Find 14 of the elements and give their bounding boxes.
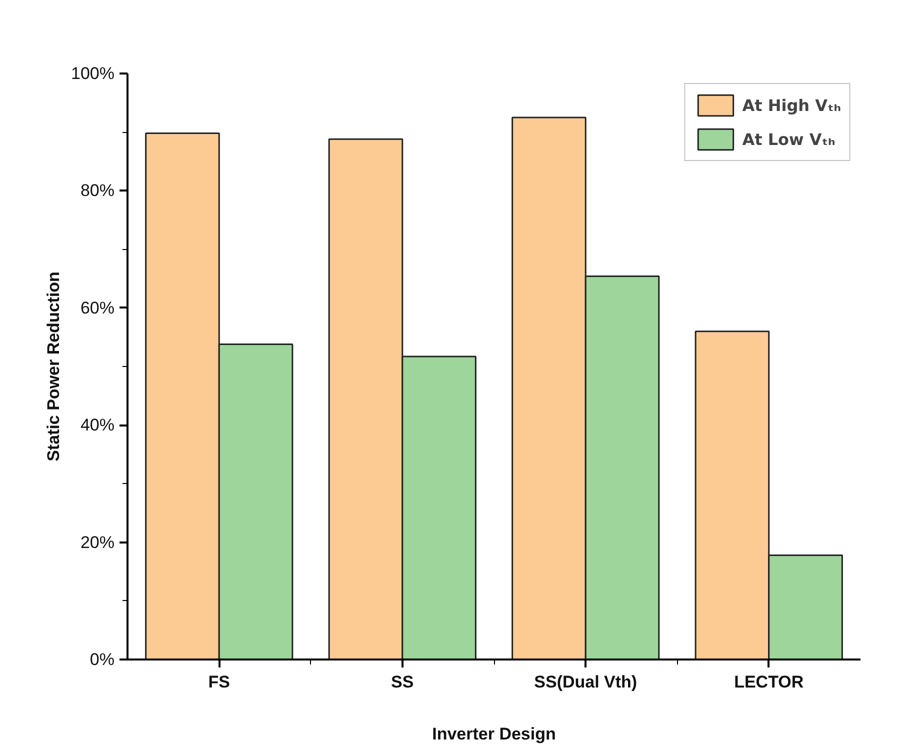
y-axis-title: Static Power Reduction	[44, 272, 64, 462]
legend-label: At Low Vₜₕ	[742, 130, 836, 148]
y-tick-label: 60%	[80, 298, 115, 318]
y-tick-label: 80%	[80, 181, 115, 200]
x-tick-label: FS	[208, 672, 230, 692]
x-axis-title: Inverter Design	[432, 724, 556, 744]
legend-label: At High Vₜₕ	[742, 96, 841, 114]
x-tick-label: SS	[391, 672, 414, 692]
y-tick-label: 0%	[90, 650, 115, 669]
y-tick-label: 100%	[71, 64, 115, 83]
x-tick-label: LECTOR	[734, 672, 804, 692]
y-tick-label: 40%	[80, 416, 115, 435]
x-tick-label: SS(Dual Vth)	[534, 672, 638, 692]
y-tick-label: 20%	[80, 532, 115, 552]
